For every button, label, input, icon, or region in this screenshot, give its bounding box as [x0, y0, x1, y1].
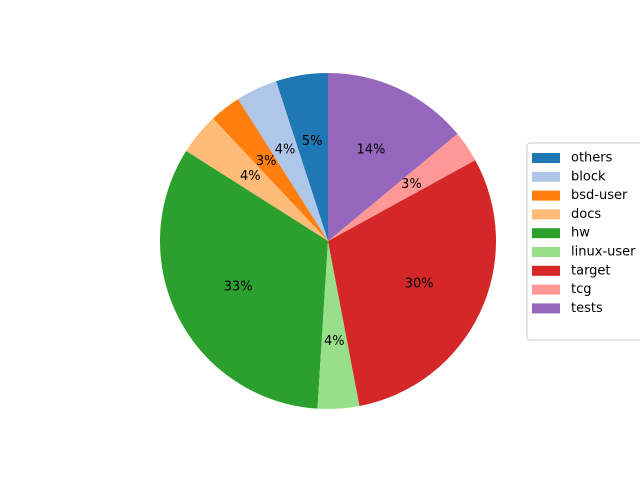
value-label: 14%: [356, 142, 385, 157]
legend-label: linux-user: [571, 245, 636, 260]
value-label: 33%: [224, 279, 253, 294]
pie-wedge: [186, 118, 328, 241]
pie-wedge: [328, 73, 458, 241]
legend-swatch: [532, 284, 560, 295]
legend-swatch: [532, 228, 560, 239]
value-label: 5%: [302, 134, 323, 149]
legend-label: block: [571, 169, 606, 184]
value-label: 4%: [324, 334, 345, 349]
legend-label: target: [571, 263, 611, 278]
pie-wedge: [276, 73, 328, 241]
legend-swatch: [532, 190, 560, 201]
legend-label: tests: [571, 301, 603, 316]
legend-swatch: [532, 265, 560, 276]
legend-swatch: [532, 247, 560, 257]
legend-swatch: [532, 303, 560, 314]
value-label: 4%: [275, 142, 296, 157]
pie-wedge: [328, 133, 476, 241]
legend-label: others: [571, 151, 613, 166]
legend-swatch: [532, 153, 560, 163]
value-label: 3%: [401, 177, 422, 192]
value-label: 4%: [240, 169, 261, 184]
pie: 5%4%3%4%33%4%30%3%14%: [160, 73, 496, 409]
legend-label: docs: [571, 207, 601, 222]
pie-wedge: [212, 99, 328, 241]
pie-wedge: [317, 241, 360, 409]
legend-swatch: [532, 209, 560, 220]
pie-wedge: [160, 150, 328, 409]
value-label: 3%: [256, 154, 277, 169]
value-label: 30%: [405, 276, 434, 291]
legend: others block bsd-user docs hw linux-user targe…: [532, 151, 636, 316]
legend-swatch: [532, 171, 560, 182]
legend-label: hw: [571, 226, 590, 241]
pie-wedge: [237, 81, 328, 241]
legend-label: bsd-user: [571, 188, 628, 203]
pie-wedge: [328, 160, 496, 407]
legend-label: tcg: [571, 282, 592, 297]
